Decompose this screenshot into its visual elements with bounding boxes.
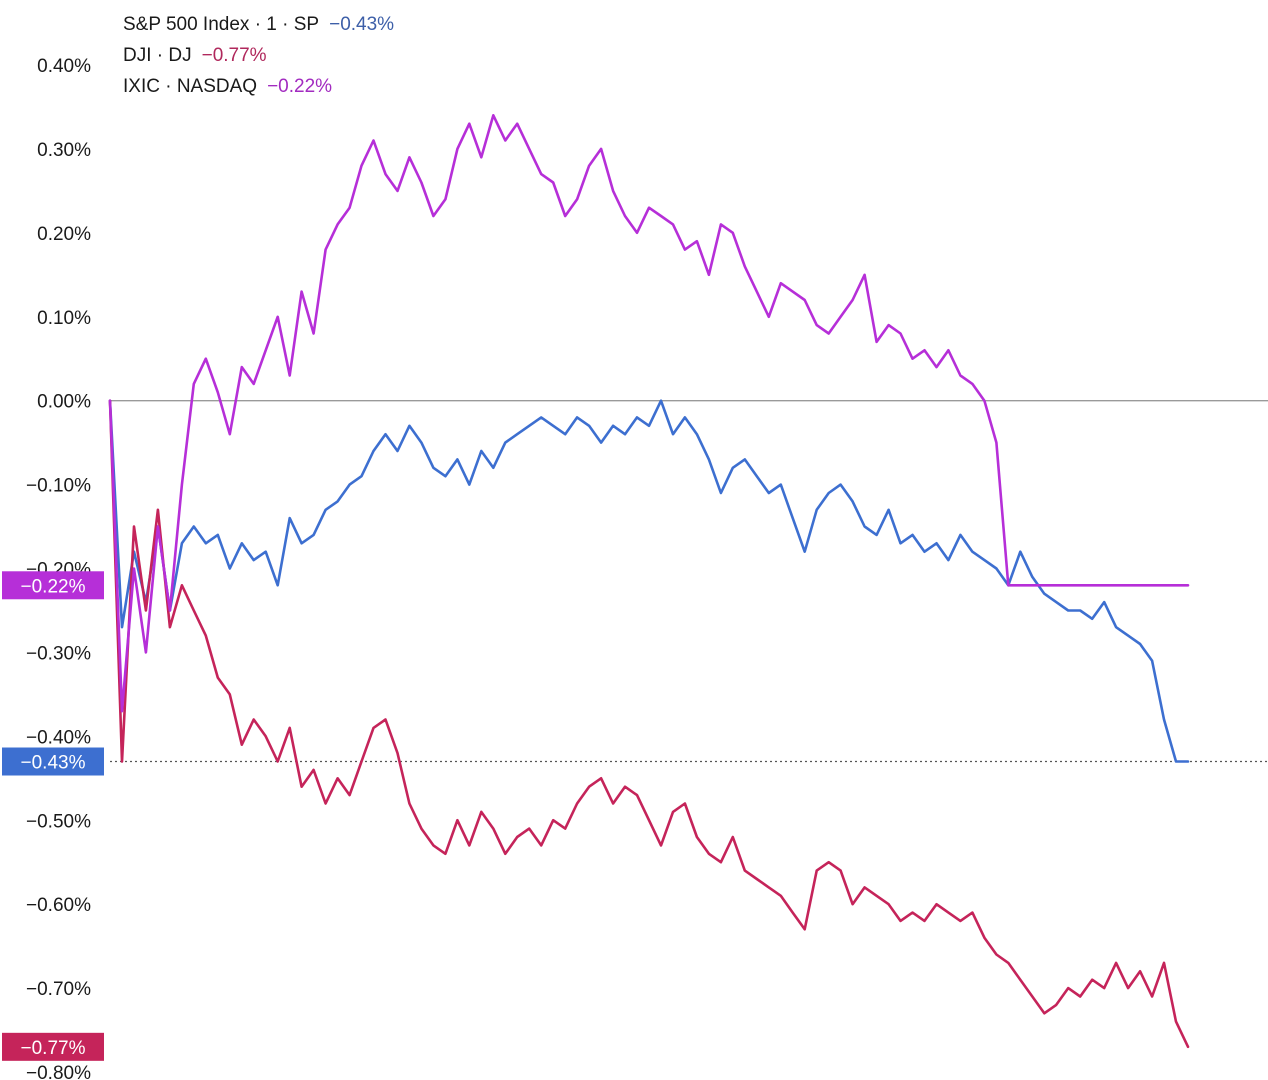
y-tick-label: −0.60% [26,895,91,916]
legend-entry-dj[interactable]: DJI · DJ −0.77% [123,40,394,71]
badge-label: −0.22% [21,576,86,597]
zero-reference-line [110,400,1268,763]
legend-entry-sp[interactable]: S&P 500 Index · 1 · SP −0.43% [123,9,394,40]
y-tick-label: 0.20% [37,224,91,245]
series-lines [108,114,1190,1049]
legend-entry-nasdaq[interactable]: IXIC · NASDAQ −0.22% [123,71,394,102]
y-tick-label: 0.00% [37,392,91,413]
legend-value: −0.77% [201,45,267,66]
legend-value: −0.43% [329,14,395,35]
y-tick-label: −0.30% [26,643,91,664]
legend-name: DJI · DJ [123,45,192,66]
y-tick-label: −0.80% [26,1063,91,1080]
y-tick-label: −0.70% [26,979,91,1000]
y-tick-label: −0.10% [26,476,91,497]
series-line-nasdaq [108,114,1190,713]
series-line-sp [108,399,1190,763]
y-tick-label: −0.50% [26,811,91,832]
y-tick-label: 0.10% [37,308,91,329]
legend: S&P 500 Index · 1 · SP −0.43% DJI · DJ −0.… [123,9,394,102]
y-tick-label: 0.40% [37,56,91,77]
badge-label: −0.77% [21,1038,86,1059]
series-line-dj [108,399,1190,1049]
legend-name: IXIC · NASDAQ [123,76,258,97]
last-value-badges: −0.43% −0.77% −0.22% [2,571,104,1061]
y-tick-label: −0.40% [26,727,91,748]
badge-label: −0.43% [21,753,86,774]
y-tick-label: 0.30% [37,140,91,161]
legend-name: S&P 500 Index · 1 · SP [123,14,320,35]
y-axis: 0.40%0.30%0.20%0.10%0.00%−0.10%−0.20%−0.… [26,56,91,1080]
legend-value: −0.22% [267,76,333,97]
badge-dj [2,1032,104,1061]
badge-nasdaq [2,571,104,600]
badge-sp [2,747,104,776]
